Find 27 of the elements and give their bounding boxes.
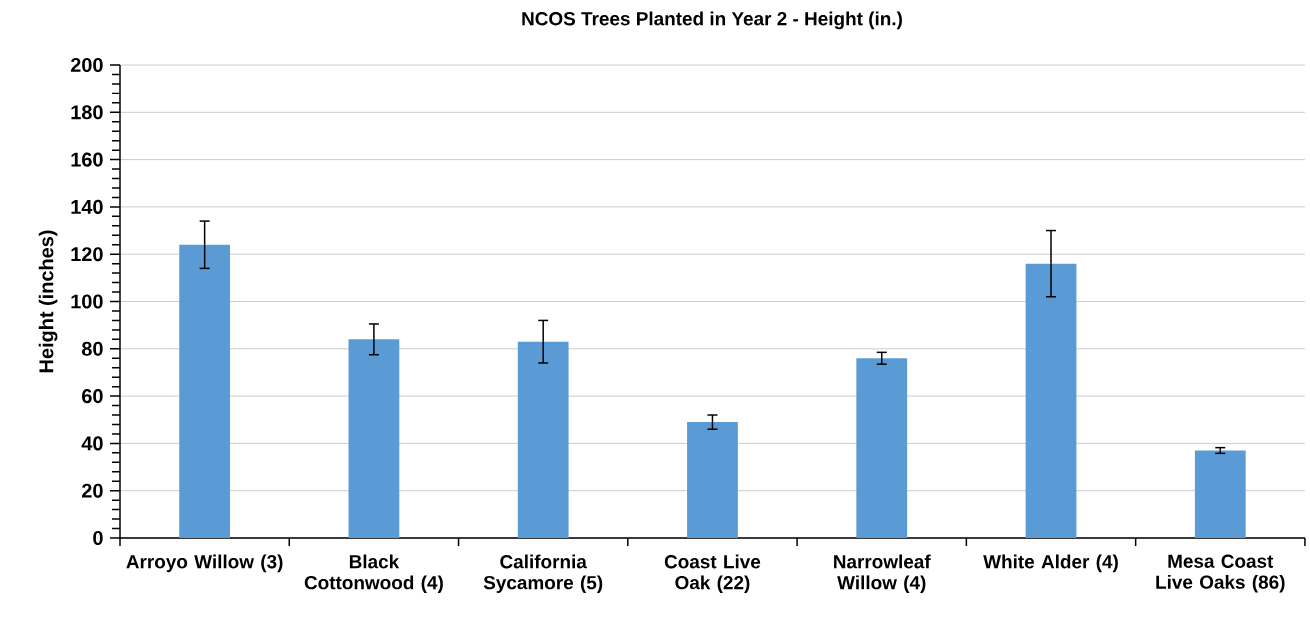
bar bbox=[179, 244, 231, 538]
y-tick-label: 20 bbox=[82, 483, 103, 498]
y-tick-label: 80 bbox=[81, 341, 103, 356]
y-tick-label: 100 bbox=[71, 294, 103, 309]
x-tick-label: California Sycamore (5) bbox=[483, 554, 603, 594]
y-tick-label: 60 bbox=[82, 389, 103, 404]
bar bbox=[348, 339, 400, 538]
x-tick-label: White Alder (4) bbox=[983, 554, 1118, 573]
y-tick-label: 40 bbox=[81, 436, 103, 451]
x-tick-label: Mesa Coast Live Oaks (86) bbox=[1156, 554, 1285, 593]
y-tick-label: 120 bbox=[71, 247, 103, 262]
bar bbox=[1025, 263, 1077, 538]
y-axis-title: Height (inches) bbox=[38, 230, 58, 373]
y-tick-label: 200 bbox=[70, 57, 103, 73]
y-tick-label: 0 bbox=[93, 530, 103, 546]
y-tick-label: 160 bbox=[71, 152, 103, 167]
bar bbox=[1194, 450, 1246, 538]
x-tick-label: Black Cottonwood (4) bbox=[304, 554, 443, 594]
bar bbox=[687, 422, 738, 538]
x-tick-label: Narrowleaf Willow (4) bbox=[834, 554, 931, 594]
x-tick-label: Arroyo Willow (3) bbox=[126, 554, 283, 573]
x-tick-label: Coast Live Oak (22) bbox=[664, 554, 761, 594]
y-tick-label: 180 bbox=[71, 105, 103, 120]
bar bbox=[856, 358, 908, 538]
chart-title: NCOS Trees Planted in Year 2 - Height (in.) bbox=[522, 11, 902, 30]
y-tick-label: 140 bbox=[71, 199, 103, 214]
bar bbox=[517, 341, 569, 538]
